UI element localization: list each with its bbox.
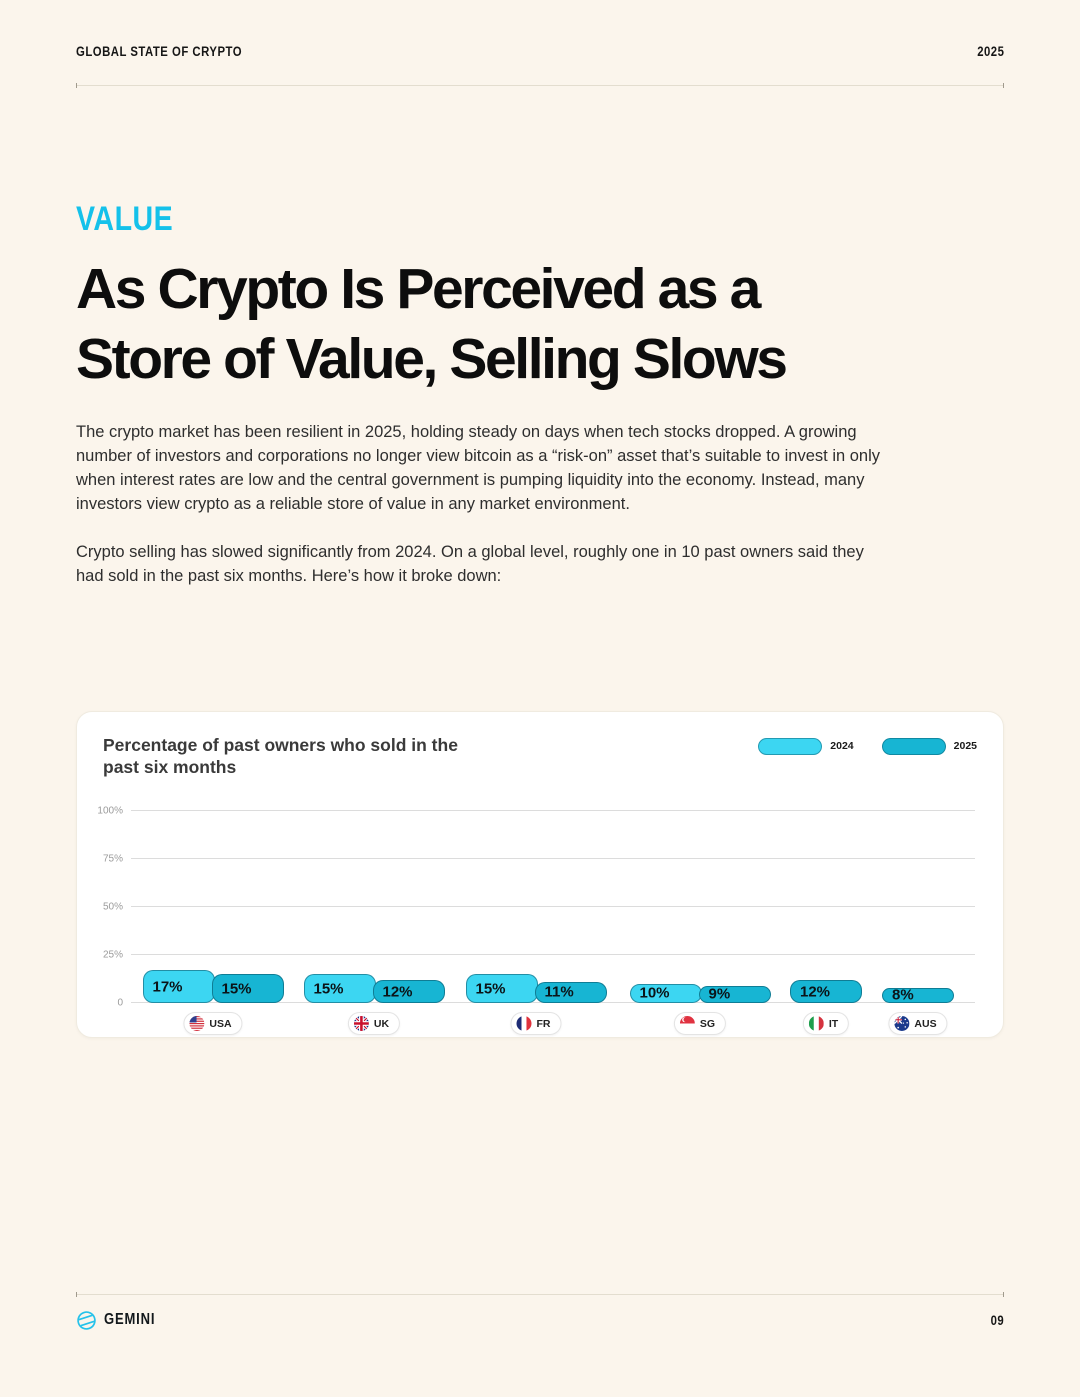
sg-flag-icon [679, 1016, 695, 1032]
country-code-label: IT [828, 1017, 839, 1030]
y-axis-tick-label: 25% [102, 949, 123, 961]
country-badge-aus: AUS [888, 1012, 948, 1036]
y-axis-tick-label: 0 [117, 997, 123, 1009]
y-axis-tick-label: 50% [102, 901, 123, 913]
body-paragraph: The crypto market has been resilient in … [76, 423, 881, 514]
chart-title-line-1: Percentage of past owners who sold in th… [103, 734, 458, 755]
report-year: 2025 [976, 44, 1004, 59]
brand-lockup: GEMINI [76, 1310, 165, 1331]
bar-2024-fr: 15% [465, 974, 538, 1004]
y-axis-tick-label: 100% [97, 805, 123, 817]
usa-flag-icon [189, 1016, 205, 1032]
legend-item-2024: 2024 [758, 737, 854, 755]
chart-category-badges: USA UK FR SG IT AUS [131, 1012, 975, 1046]
legend-label: 2024 [830, 740, 854, 753]
section-eyebrow-label: VALUE [76, 200, 174, 238]
bar-2025-usa: 15% [211, 974, 284, 1004]
country-badge-usa: USA [183, 1012, 243, 1036]
bar-value-label: 9% [708, 985, 731, 1003]
bar-value-label: 11% [544, 983, 574, 1001]
bar-2025-aus: 8% [882, 986, 954, 1004]
page-header: GLOBAL STATE OF CRYPTO 2025 [76, 44, 1004, 59]
country-badge-fr: FR [510, 1012, 562, 1036]
bar-value-label: 10% [639, 984, 670, 1002]
header-divider [76, 83, 1004, 88]
country-code-label: AUS [914, 1017, 937, 1030]
chart-legend: 2024 2025 [758, 737, 977, 755]
country-code-label: UK [373, 1017, 390, 1030]
bar-value-label: 17% [152, 978, 183, 996]
legend-swatch-2024 [758, 737, 823, 755]
it-flag-icon [808, 1016, 824, 1032]
page-number: 09 [990, 1312, 1004, 1328]
country-badge-sg: SG [673, 1012, 727, 1036]
footer-divider [76, 1291, 1004, 1297]
report-title: GLOBAL STATE OF CRYPTO [76, 44, 243, 59]
y-axis-tick-label: 75% [102, 853, 123, 865]
gridline-100 [131, 810, 975, 812]
page-title-line-2: Store of Value, Selling Slows [76, 326, 788, 391]
country-badge-it: IT [802, 1012, 850, 1036]
bar-value-label: 12% [800, 983, 831, 1001]
bar-2025-uk: 12% [372, 980, 445, 1004]
bar-chart-plot: 100% 75% 50% 25% 0 17% 15% 15% 12% 15% 11% 10% 9% 12%… [97, 806, 975, 1009]
chart-title: Percentage of past owners who sold in th… [103, 734, 458, 780]
bar-value-label: 15% [221, 980, 252, 998]
chart-card-header: Percentage of past owners who sold in th… [103, 732, 977, 780]
bar-value-label: 15% [475, 980, 506, 998]
gemini-logo-icon [77, 1310, 96, 1330]
country-code-label: USA [209, 1017, 232, 1030]
page-content: VALUE As Crypto Is Perceived as a Store … [76, 200, 1004, 1038]
bar-2025-it: 12% [790, 980, 862, 1004]
fr-flag-icon [516, 1016, 532, 1032]
bar-group-sg: 10% 9% [629, 983, 771, 1004]
bar-group-fr: 15% 11% [465, 974, 607, 1004]
bar-2025-fr: 11% [534, 981, 607, 1004]
bar-value-label: 12% [382, 983, 413, 1001]
bar-value-label: 8% [892, 986, 914, 1004]
bar-group-it: 12% [790, 980, 862, 1004]
brand-name: GEMINI [104, 1311, 156, 1329]
bar-group-usa: 17% 15% [142, 970, 284, 1004]
bar-2024-sg: 10% [629, 983, 702, 1004]
country-code-label: SG [699, 1017, 716, 1030]
bar-group-aus: 8% [882, 986, 954, 1004]
legend-swatch-2025 [881, 737, 946, 755]
legend-label: 2025 [953, 740, 977, 753]
page-footer: GEMINI 09 [76, 1310, 1004, 1331]
gridline-25 [131, 954, 975, 956]
bar-2024-uk: 15% [303, 974, 376, 1004]
page-title: As Crypto Is Perceived as a Store of Val… [76, 255, 1004, 394]
gridline-50 [131, 906, 975, 908]
bar-value-label: 15% [313, 980, 344, 998]
bar-2024-usa: 17% [142, 970, 215, 1004]
chart-card: Percentage of past owners who sold in th… [76, 710, 1004, 1038]
chart-title-line-2: past six months [103, 757, 237, 778]
uk-flag-icon [353, 1016, 369, 1032]
country-badge-uk: UK [347, 1012, 401, 1036]
gridline-75 [131, 858, 975, 860]
bar-2025-sg: 9% [698, 985, 771, 1004]
country-code-label: FR [536, 1017, 551, 1030]
aus-flag-icon [894, 1016, 910, 1032]
legend-item-2025: 2025 [881, 737, 977, 755]
page-title-line-1: As Crypto Is Perceived as a [76, 257, 761, 321]
bar-group-uk: 15% 12% [303, 974, 445, 1004]
body-paragraph: Crypto selling has slowed significantly … [76, 543, 864, 586]
section-eyebrow: VALUE [76, 200, 1004, 239]
